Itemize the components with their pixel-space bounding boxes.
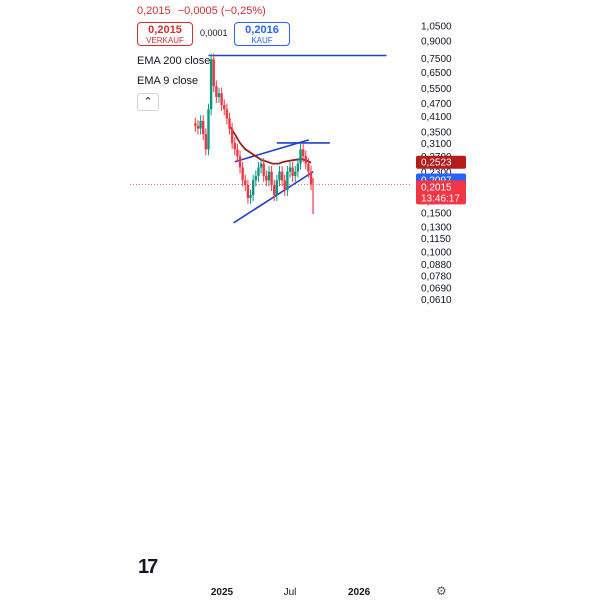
y-tick-label: 0,1500 [421, 209, 452, 220]
sell-label: VERKAUF [146, 36, 184, 45]
x-tick-label: 2025 [211, 587, 234, 598]
candle-body [304, 156, 307, 164]
candle-body [238, 156, 242, 168]
buy-label: KAUF [251, 36, 273, 45]
candle-body [241, 167, 244, 181]
candle-body [251, 180, 255, 196]
x-tick-label: Jul [284, 587, 297, 598]
price-change: −0,0005 (−0,25%) [177, 5, 266, 17]
candle-body [254, 175, 258, 181]
y-tick-label: 1,0500 [421, 22, 452, 33]
candle-body [257, 167, 260, 176]
candle-body [273, 185, 276, 196]
candle-body [270, 171, 273, 186]
sell-price: 0,2015 [148, 24, 182, 36]
chevron-up-icon[interactable]: ⌃ [137, 93, 159, 111]
candle-body [309, 171, 313, 185]
legend-ema200[interactable]: EMA 200 close [137, 55, 211, 67]
y-tick-label: 0,5500 [421, 84, 452, 95]
candle-body [225, 109, 229, 119]
legend-ema9[interactable]: EMA 9 close [137, 75, 199, 87]
candle-body [204, 134, 208, 150]
candle-body [220, 93, 223, 106]
price-label [416, 180, 466, 205]
candle-body [236, 149, 239, 157]
candle-body [301, 149, 305, 157]
y-tick-label: 0,4100 [421, 112, 452, 123]
x-tick-label: 2026 [348, 587, 371, 598]
candle-body [275, 180, 279, 196]
candle-body [307, 163, 310, 172]
candle-body [299, 149, 302, 164]
y-tick-label: 0,2300 [421, 168, 452, 179]
candle-body [280, 171, 284, 181]
y-tick-label: 0,4700 [421, 99, 452, 110]
trendline[interactable] [233, 170, 314, 224]
candle-body [202, 120, 205, 135]
y-tick-label: 0,6500 [421, 68, 452, 79]
buy-price: 0,2016 [245, 24, 279, 36]
candle-body [283, 180, 286, 190]
buy-button[interactable]: 0,2016 KAUF [234, 22, 290, 46]
y-tick-label: 0,0690 [421, 283, 452, 294]
candle-body [196, 125, 200, 129]
y-tick-label: 0,3500 [421, 127, 452, 138]
candle-body [265, 175, 268, 181]
price-label-text: 0,2523 [421, 158, 452, 169]
candle-body [228, 118, 231, 129]
candle-body [262, 163, 265, 176]
price-label [416, 155, 466, 169]
y-tick-label: 0,9000 [421, 37, 452, 48]
candle-body [212, 59, 215, 87]
candle-body [259, 163, 263, 168]
y-tick-label: 0,0780 [421, 272, 452, 283]
candle-body [194, 123, 197, 126]
price-label-text: 0,2015 [421, 182, 452, 193]
candle-body [288, 167, 292, 172]
ema200-line [228, 125, 312, 165]
candle-body [209, 59, 213, 110]
candle-body [244, 180, 247, 186]
candle-body [230, 128, 234, 143]
candle-body [217, 93, 221, 97]
y-tick-label: 0,1150 [421, 234, 451, 245]
candle-body [294, 171, 297, 176]
candle-body [199, 120, 202, 129]
spread-value: 0,0001 [200, 28, 228, 38]
candle-body [223, 105, 226, 110]
candle-body [207, 109, 210, 150]
countdown-text: 13:46:17 [421, 193, 460, 204]
gear-icon[interactable]: ⚙ [436, 584, 447, 598]
candle-body [296, 163, 300, 172]
last-price: 0,2015 [137, 5, 171, 17]
candle-body [286, 171, 289, 190]
candle-body [291, 167, 294, 176]
sell-button[interactable]: 0,2015 VERKAUF [137, 22, 193, 46]
y-tick-label: 0,3100 [421, 139, 452, 150]
candle-body [278, 171, 281, 181]
y-tick-label: 0,0880 [421, 260, 452, 271]
quote-line: 0,2015 −0,0005 (−0,25%) [137, 5, 270, 17]
y-tick-label: 0,1000 [421, 248, 452, 259]
y-tick-label: 0,7500 [421, 54, 452, 65]
candle-body [215, 86, 218, 97]
candle-body [249, 195, 252, 198]
candle-body [267, 171, 271, 181]
candle-body [246, 185, 250, 198]
tradingview-logo-icon: 17 [138, 556, 158, 578]
y-tick-label: 0,1300 [421, 222, 452, 233]
candle-body [233, 142, 236, 150]
y-tick-label: 0,0610 [421, 295, 452, 306]
